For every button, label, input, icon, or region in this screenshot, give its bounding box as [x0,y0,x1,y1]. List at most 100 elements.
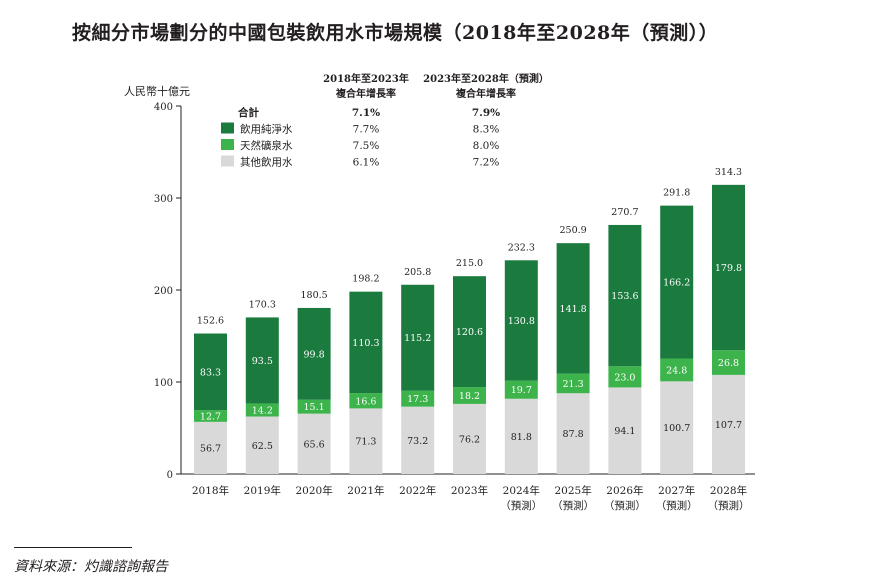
data-label-pure: 141.8 [559,304,586,315]
y-tick-label: 400 [154,102,173,113]
x-tick-note: （預測） [604,499,646,512]
data-label-other: 100.7 [663,423,690,434]
x-tick-label: 2023年 [451,484,488,497]
data-label-pure: 130.8 [508,316,535,327]
cagr-value-2018-2023: 6.1% [353,157,380,169]
data-label-mineral: 17.3 [407,394,428,405]
cagr-value-2018-2023: 7.5% [353,140,380,152]
bar-segment-other [608,387,642,474]
x-tick-note: （預測） [656,499,698,512]
data-label-pure: 153.6 [611,291,638,302]
bar-segment-other [453,403,486,474]
legend-label: 合計 [237,106,259,119]
data-label-mineral: 24.8 [666,365,687,376]
bar-segment-pure [401,284,435,391]
data-label-pure: 99.8 [304,349,325,360]
cagr-header-1-line2: 複合年增長率 [335,87,396,100]
x-tick-note: （預測） [552,499,594,512]
source-note: 資料來源：灼識諮詢報告 [14,559,168,575]
y-tick-label: 300 [154,194,173,205]
bar-segment-other [504,398,538,474]
total-label: 291.8 [663,188,690,199]
x-tick-label: 2028年 [710,484,747,497]
bar-segment-pure [453,276,486,388]
x-tick-label: 2021年 [347,484,384,497]
x-tick-label: 2025年 [554,484,591,497]
cagr-value-2018-2023: 7.1% [352,107,380,119]
data-label-pure: 115.2 [404,333,431,344]
bar-segment-pure [194,333,227,411]
data-label-mineral: 26.8 [718,358,739,369]
data-label-pure: 120.6 [456,327,483,338]
bar-segment-pure [504,260,538,381]
data-label-other: 81.8 [511,432,532,443]
bar-segment-pure [712,184,745,351]
total-label: 170.3 [249,299,276,310]
data-label-mineral: 21.3 [563,379,584,390]
bar-segment-mineral [504,380,538,399]
bar-segment-pure [660,205,694,359]
total-label: 205.8 [404,267,431,278]
bar-segment-mineral [660,358,694,382]
bar-segment-mineral [194,410,227,422]
bar-segment-other [556,393,590,474]
bar-segment-other [245,416,279,474]
x-tick-label: 2022年 [399,484,436,497]
bar-segment-mineral [245,403,279,417]
bar-segment-other [712,374,745,474]
bar-segment-other [297,413,331,474]
bar-segment-other [194,421,227,474]
data-label-mineral: 12.7 [200,411,221,422]
y-axis-label: 人民幣十億元 [124,84,190,98]
bar-segment-mineral [712,350,745,375]
x-tick-label: 2019年 [244,484,281,497]
y-tick-label: 0 [167,470,173,481]
data-label-other: 76.2 [459,434,480,445]
cagr-value-2023-2028: 7.2% [473,157,500,169]
data-label-mineral: 15.1 [304,402,325,413]
legend-swatch-other [221,155,234,167]
total-label: 270.7 [611,207,638,218]
data-label-mineral: 19.7 [511,385,532,396]
cagr-header-2-line2: 複合年增長率 [455,87,516,100]
data-label-other: 62.5 [252,441,273,452]
total-label: 180.5 [300,290,327,301]
x-tick-label: 2024年 [503,484,540,497]
source-divider [14,547,132,548]
data-label-mineral: 18.2 [459,391,480,402]
bar-segment-other [349,408,383,474]
y-tick-label: 200 [154,286,173,297]
cagr-value-2023-2028: 8.0% [473,140,500,152]
cagr-value-2018-2023: 7.7% [353,124,380,136]
legend-label: 其他飲用水 [240,156,293,169]
x-tick-note: （預測） [500,499,542,512]
total-label: 152.6 [197,316,224,327]
data-label-pure: 83.3 [200,367,221,378]
cagr-value-2023-2028: 8.3% [473,124,500,136]
bar-segment-other [660,381,694,474]
bar-segment-mineral [297,399,331,414]
cagr-value-2023-2028: 7.9% [472,107,500,119]
total-label: 232.3 [508,242,535,253]
bar-segment-pure [349,291,383,394]
legend-label: 飲用純淨水 [240,123,293,136]
data-label-mineral: 14.2 [252,405,273,416]
y-tick-label: 100 [154,378,173,389]
data-label-other: 71.3 [355,437,376,448]
x-tick-label: 2026年 [606,484,643,497]
total-label: 314.3 [715,167,742,178]
data-label-other: 73.2 [407,436,428,447]
bar-segment-pure [556,243,590,374]
data-label-pure: 110.3 [352,338,379,349]
bar-segment-mineral [556,373,590,394]
bar-segment-other [401,406,435,474]
bar-segment-pure [297,307,331,400]
bar-segment-mineral [453,387,486,404]
legend-swatch-pure [221,122,234,134]
bar-segment-pure [245,317,279,404]
data-label-other: 94.1 [614,426,635,437]
bar-segment-mineral [401,390,435,407]
bar-segment-mineral [349,393,383,409]
cagr-header-2-line1: 2023年至2028年（預測） [423,72,549,85]
